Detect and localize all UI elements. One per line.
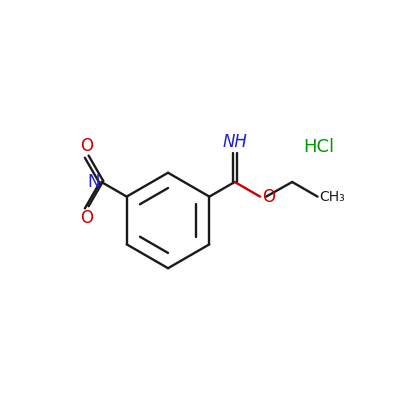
Text: HCl: HCl	[303, 138, 334, 156]
Text: O: O	[80, 137, 93, 155]
Text: NH: NH	[222, 133, 247, 151]
Text: O: O	[262, 188, 276, 206]
Text: O: O	[80, 209, 93, 227]
Text: CH₃: CH₃	[319, 190, 345, 204]
Text: N: N	[88, 173, 100, 191]
